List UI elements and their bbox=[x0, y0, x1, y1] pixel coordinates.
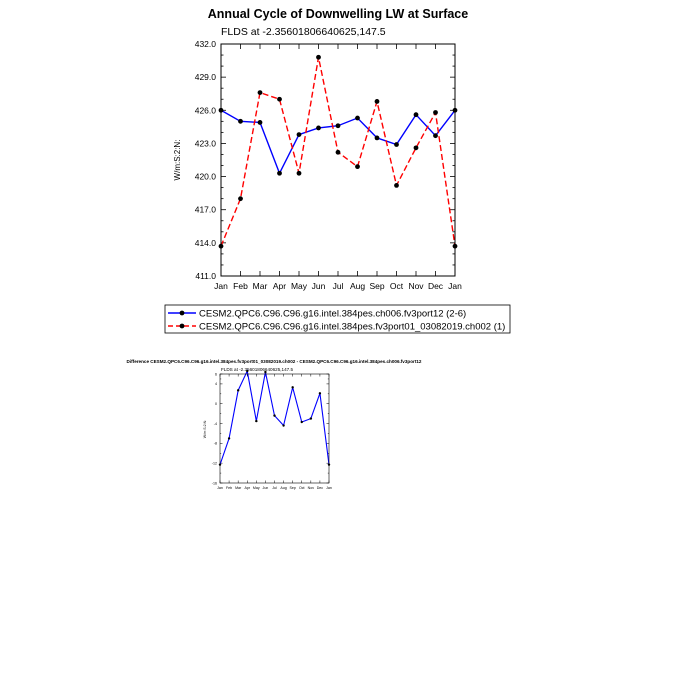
diff-xtick-label: Jan bbox=[217, 486, 223, 490]
main-series-1-point bbox=[316, 125, 321, 131]
main-y-ticks: 411.0 414.0 417.0 420.0 423.0 426.0 429.0 432.0 bbox=[195, 39, 455, 281]
diff-series-1-point bbox=[236, 389, 240, 392]
main-x-ticks: Jan Feb Mar Apr May Jun Jul Aug Sep Oct Nov Dec Jan bbox=[214, 44, 462, 291]
main-ytick-label: 426.0 bbox=[195, 105, 217, 115]
main-xtick-label: Nov bbox=[408, 281, 424, 291]
diff-xtick-label: Jun bbox=[263, 486, 269, 490]
main-series-2-point bbox=[394, 183, 399, 188]
diff-xtick-label: Feb bbox=[226, 486, 232, 490]
main-chart-ylabel: W/m:S:2:N: bbox=[173, 140, 182, 181]
main-ytick-label: 414.0 bbox=[195, 238, 217, 248]
main-xtick-label: Apr bbox=[273, 281, 286, 291]
main-series-2-point bbox=[257, 90, 263, 96]
main-xtick-label: Sep bbox=[369, 281, 384, 291]
main-series-1-point bbox=[433, 133, 438, 139]
main-series-2-point bbox=[296, 170, 302, 176]
main-series bbox=[218, 54, 458, 249]
diff-x-ticks: Jan Feb Mar Apr May Jun Jul Aug Sep Oct Nov Dec Jan bbox=[217, 374, 332, 490]
diff-y-ticks: -16 -12 -8 -4 0 4 6 bbox=[212, 372, 329, 485]
main-series-1-point bbox=[394, 142, 399, 147]
diff-xtick-label: Oct bbox=[299, 486, 305, 490]
main-xtick-label: Feb bbox=[233, 281, 248, 291]
main-xtick-label: Jun bbox=[312, 281, 326, 291]
main-ytick-label: 420.0 bbox=[195, 172, 217, 182]
diff-series-1-point bbox=[255, 419, 258, 423]
diff-series-1-point bbox=[291, 386, 294, 389]
diff-ytick-label: -4 bbox=[214, 422, 217, 426]
main-xtick-label: May bbox=[291, 281, 308, 291]
diff-xtick-label: Sep bbox=[289, 486, 295, 490]
main-series-1-point bbox=[238, 118, 243, 124]
main-series-2-point bbox=[433, 110, 438, 115]
main-ytick-label: 423.0 bbox=[195, 138, 217, 148]
diff-chart-ylabel: W/m:S:2:N: bbox=[203, 420, 207, 438]
main-xtick-label: Jan bbox=[214, 281, 228, 291]
diff-plot-frame bbox=[219, 373, 330, 484]
main-series-1-point bbox=[277, 170, 282, 176]
diff-xtick-label: Apr bbox=[244, 486, 250, 490]
main-chart-subtitle: FLDS at -2.35601806640625,147.5 bbox=[221, 26, 386, 38]
diff-ytick-label: -16 bbox=[212, 481, 217, 485]
main-plot-frame bbox=[220, 43, 456, 277]
main-series-2-point bbox=[413, 145, 419, 151]
main-series-1-point bbox=[355, 115, 360, 121]
diff-series-1-point bbox=[300, 420, 303, 424]
diff-series-1-point bbox=[264, 370, 267, 374]
main-xtick-label: Mar bbox=[253, 281, 268, 291]
main-series-2-point bbox=[238, 196, 243, 202]
main-legend: CESM2.QPC6.C96.C96.g16.intel.384pes.ch00… bbox=[164, 304, 511, 334]
main-series-1-point bbox=[413, 112, 419, 118]
main-xtick-label: Jul bbox=[333, 281, 344, 291]
legend-marker-series-2 bbox=[179, 323, 185, 329]
main-xtick-label: Oct bbox=[390, 281, 404, 291]
main-series-1-point bbox=[374, 135, 380, 141]
main-series-2-point bbox=[335, 149, 341, 155]
legend-label-series-2: CESM2.QPC6.C96.C96.g16.intel.384pes.fv3p… bbox=[199, 322, 505, 333]
diff-chart-subtitle: FLDS at -2.35601806640625,147.5 bbox=[221, 367, 293, 372]
diff-series-1-point bbox=[282, 424, 285, 427]
diff-chart-title: Difference CESM2.QPC6.C96.C96.g16.intel.… bbox=[127, 359, 422, 364]
diff-xtick-label: Mar bbox=[235, 486, 242, 490]
diff-ytick-label: 4 bbox=[215, 382, 217, 386]
diff-xtick-label: Nov bbox=[308, 486, 315, 490]
diff-series-1-line bbox=[219, 369, 330, 465]
diff-series-1-point bbox=[309, 417, 313, 420]
diff-ytick-label: -12 bbox=[212, 461, 217, 465]
diff-series-1-point bbox=[246, 369, 249, 373]
main-ytick-label: 411.0 bbox=[195, 271, 216, 281]
legend-box bbox=[164, 304, 511, 334]
main-ytick-label: 432.0 bbox=[195, 39, 217, 49]
main-xtick-label: Aug bbox=[350, 281, 365, 291]
main-ytick-label: 417.0 bbox=[195, 205, 217, 215]
main-series-2-point bbox=[316, 54, 321, 60]
diff-series bbox=[218, 369, 331, 466]
diff-xtick-label: Aug bbox=[280, 486, 286, 490]
diff-xtick-label: Jul bbox=[272, 486, 277, 490]
main-series-1-point bbox=[335, 123, 341, 129]
diff-ytick-label: 0 bbox=[215, 402, 217, 406]
main-series-2-point bbox=[355, 164, 360, 170]
diff-series-1-point bbox=[318, 392, 322, 395]
main-series-1-point bbox=[296, 132, 302, 137]
diff-xtick-label: Jan bbox=[326, 486, 332, 490]
main-ytick-label: 429.0 bbox=[195, 72, 217, 82]
diff-xtick-label: May bbox=[253, 486, 260, 490]
difference-chart: Difference CESM2.QPC6.C96.C96.g16.intel.… bbox=[127, 359, 422, 490]
diff-ytick-label: -8 bbox=[214, 442, 217, 446]
legend-label-series-1: CESM2.QPC6.C96.C96.g16.intel.384pes.ch00… bbox=[199, 309, 466, 320]
main-series-2-point bbox=[277, 96, 282, 102]
main-series-2-point bbox=[374, 99, 380, 104]
main-chart: Annual Cycle of Downwelling LW at Surfac… bbox=[173, 7, 468, 291]
legend-marker-series-1 bbox=[179, 310, 185, 316]
main-chart-title: Annual Cycle of Downwelling LW at Surfac… bbox=[208, 7, 468, 21]
main-series-1-point bbox=[257, 120, 263, 125]
diff-ytick-label: 6 bbox=[215, 372, 217, 376]
main-xtick-label: Dec bbox=[428, 281, 444, 291]
main-xtick-label: Jan bbox=[448, 281, 462, 291]
diff-xtick-label: Dec bbox=[317, 486, 324, 490]
diff-series-1-point bbox=[227, 437, 231, 440]
diff-series-1-point bbox=[273, 414, 276, 417]
